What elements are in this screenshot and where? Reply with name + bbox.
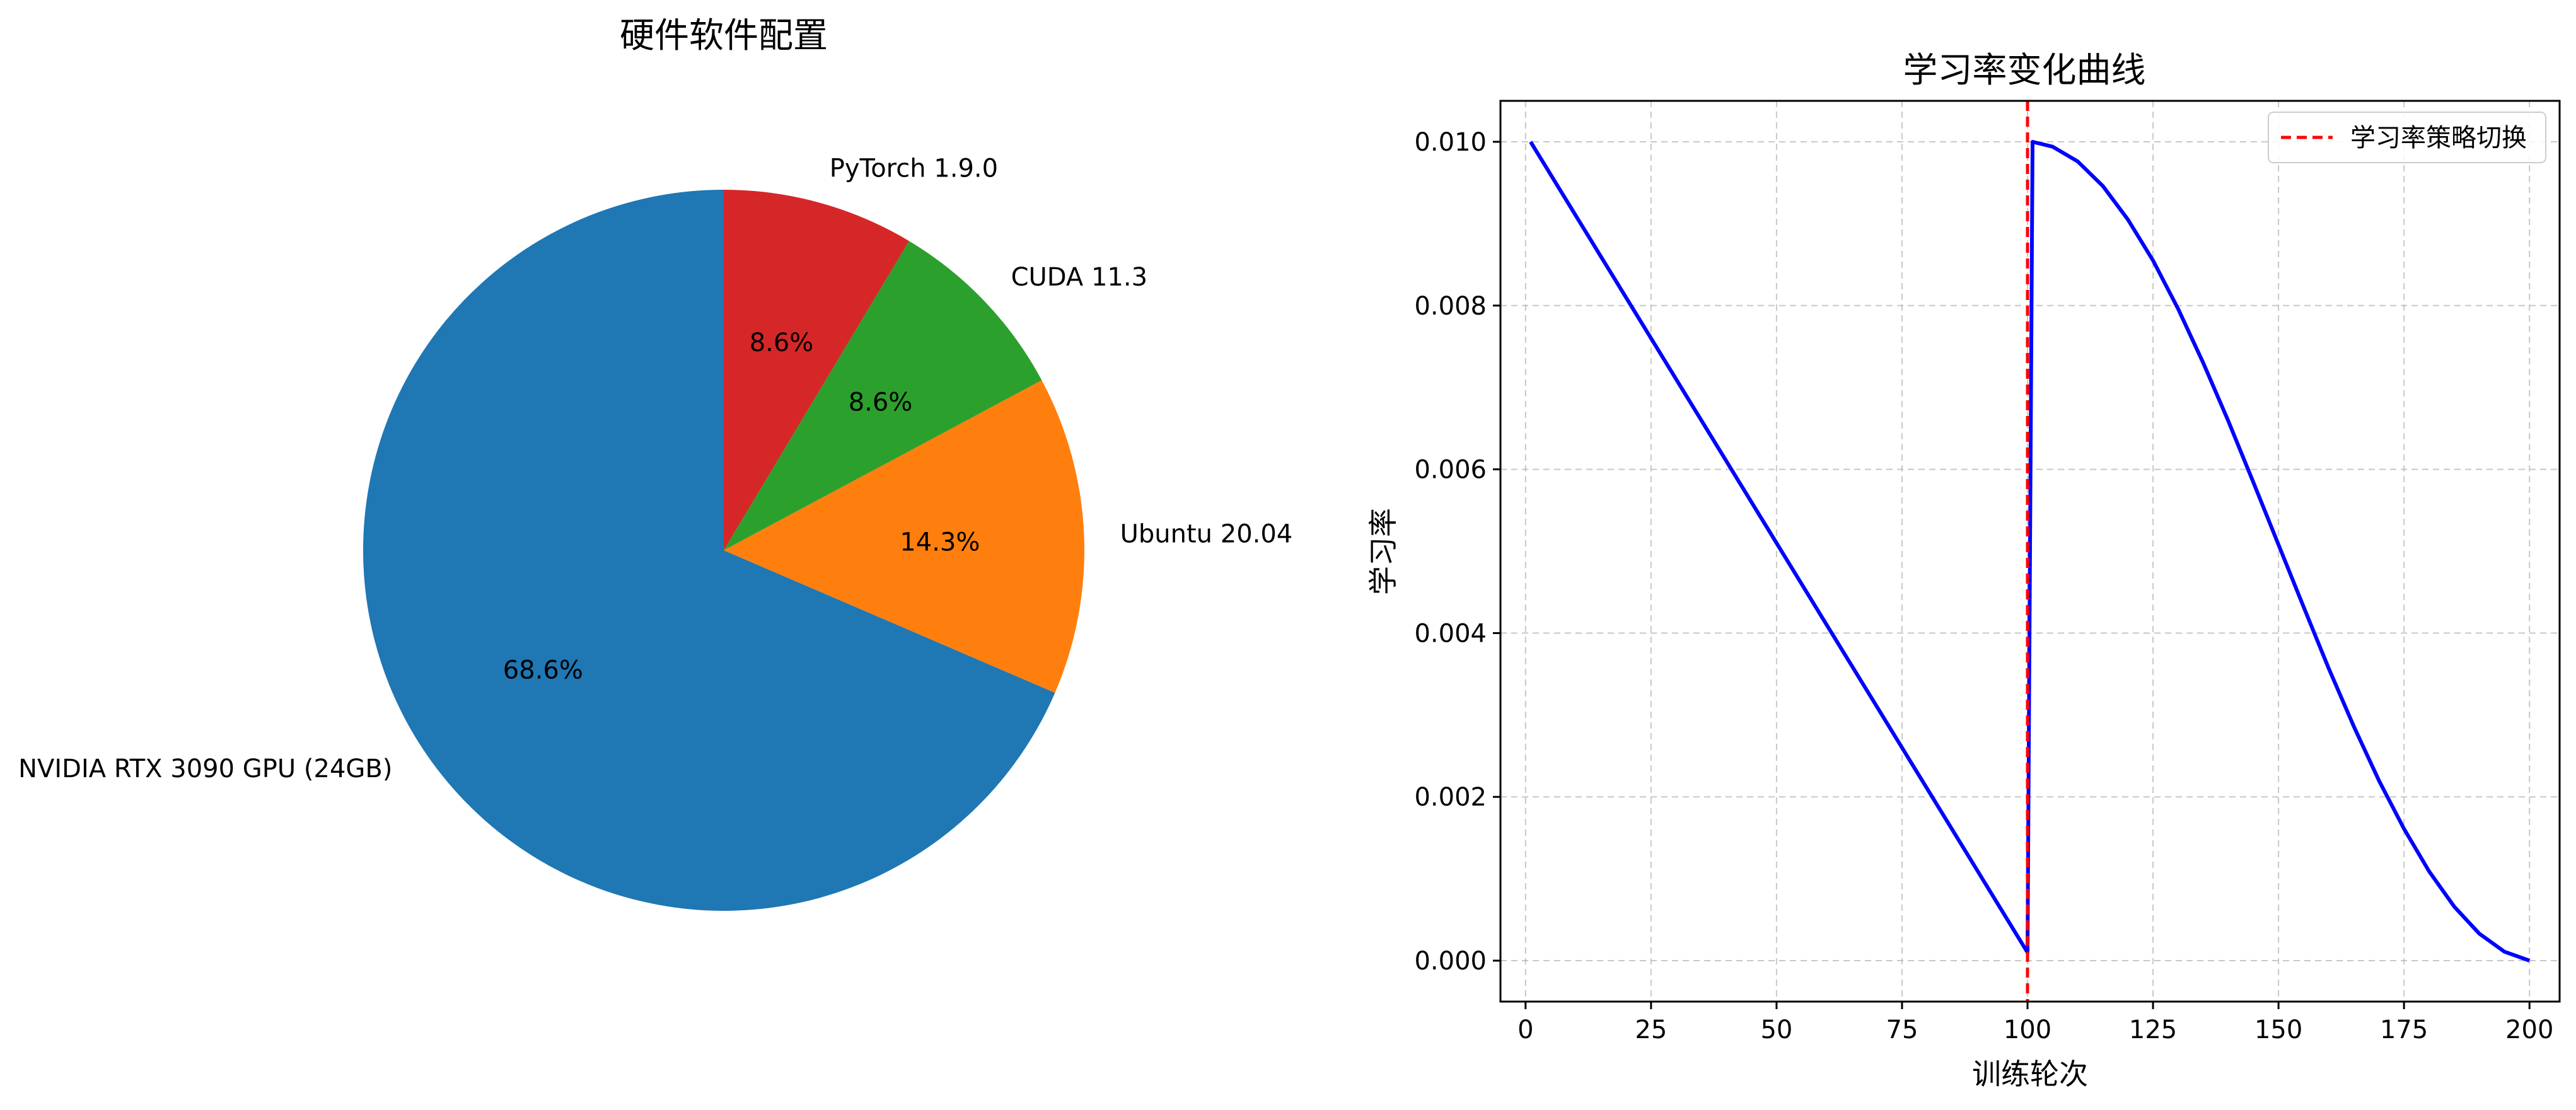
pie-slice <box>724 380 1085 693</box>
x-tick-label: 0 <box>1517 1015 1533 1044</box>
x-tick-label: 175 <box>2380 1015 2428 1044</box>
pie-pct-label: 68.6% <box>503 656 583 685</box>
pie-pct-label: 14.3% <box>900 528 980 557</box>
x-tick-label: 200 <box>2505 1015 2553 1044</box>
pie-chart: 硬件软件配置 68.6% NVIDIA RTX 3090 GPU (24GB) 14… <box>18 15 1292 911</box>
plot-area <box>1529 101 2531 1002</box>
pie-slice <box>724 241 1042 550</box>
y-tick-label: 0.002 <box>1414 783 1487 812</box>
pie-title: 硬件软件配置 <box>620 15 828 55</box>
y-tick-label: 0.000 <box>1414 947 1487 976</box>
pie-category-label: PyTorch 1.9.0 <box>830 154 998 183</box>
x-axis-label: 训练轮次 <box>1972 1057 2088 1091</box>
pie-slice <box>724 190 909 550</box>
x-tick-label: 125 <box>2129 1015 2177 1044</box>
legend: 学习率策略切换 <box>2268 112 2546 163</box>
y-tick-label: 0.008 <box>1414 292 1487 321</box>
pie-pct-label: 8.6% <box>849 388 913 417</box>
x-tick-label: 75 <box>1886 1015 1918 1044</box>
y-ticks: 0.000 0.002 0.004 0.006 0.008 0.010 <box>1414 128 1500 976</box>
x-tick-label: 25 <box>1635 1015 1667 1044</box>
x-tick-label: 150 <box>2254 1015 2302 1044</box>
pie-slices <box>363 190 1085 911</box>
legend-label: 学习率策略切换 <box>2350 124 2527 153</box>
y-tick-label: 0.010 <box>1414 128 1487 157</box>
axes-frame <box>1499 100 2561 1003</box>
y-tick-label: 0.004 <box>1414 619 1487 648</box>
x-tick-label: 50 <box>1760 1015 1792 1044</box>
pie-category-label: NVIDIA RTX 3090 GPU (24GB) <box>18 754 392 783</box>
pie-category-label: CUDA 11.3 <box>1011 263 1147 292</box>
pie-labels: 68.6% NVIDIA RTX 3090 GPU (24GB) 14.3% Ubun… <box>18 154 1292 783</box>
pie-slice <box>363 190 1055 911</box>
legend-box <box>2268 112 2546 163</box>
x-ticks: 0 25 50 75 100 125 150 175 200 <box>1517 1002 2553 1044</box>
line-chart: 学习率变化曲线 0 25 50 75 100 125 150 175 200 0.0000.00… <box>1366 50 2561 1091</box>
pie-category-label: Ubuntu 20.04 <box>1120 519 1293 548</box>
y-tick-label: 0.006 <box>1414 456 1487 485</box>
pie-pct-label: 8.6% <box>750 328 814 357</box>
line-title: 学习率变化曲线 <box>1903 50 2145 90</box>
y-axis-label: 学习率 <box>1366 508 1400 595</box>
x-tick-label: 100 <box>2004 1015 2051 1044</box>
lr-curve <box>1529 140 2531 963</box>
